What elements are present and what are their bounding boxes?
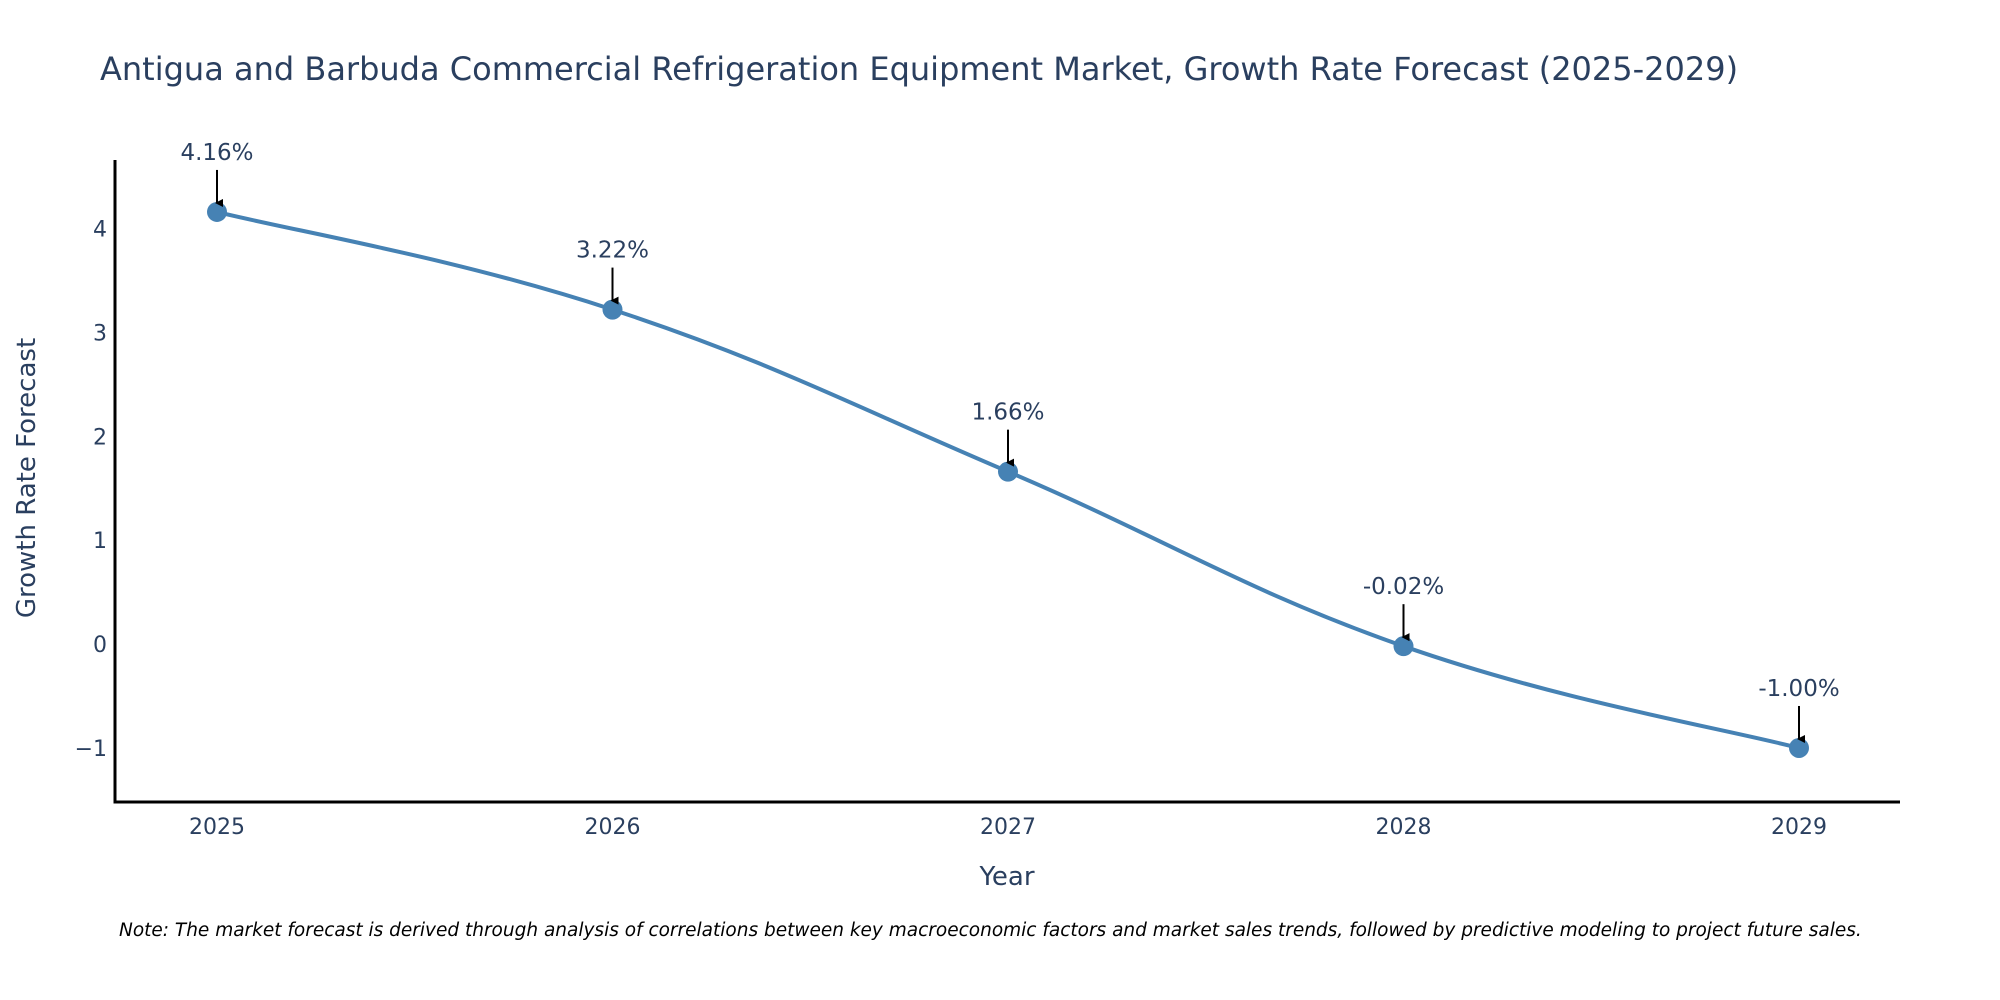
x-tick-label: 2026 (585, 815, 641, 840)
footnote: Note: The market forecast is derived thr… (119, 920, 1862, 941)
chart-title: Antigua and Barbuda Commercial Refrigera… (100, 50, 1738, 88)
data-label: -1.00% (1758, 676, 1839, 702)
y-axis-ticks: −1 0 1 2 3 4 (75, 218, 107, 762)
data-point (1789, 737, 1809, 758)
data-point (998, 461, 1018, 482)
x-tick-label: 2025 (189, 815, 245, 840)
y-tick-label: 0 (93, 633, 107, 658)
data-label: 4.16% (180, 140, 253, 166)
data-point (207, 201, 227, 222)
y-tick-label: 2 (93, 425, 107, 450)
data-point (602, 299, 623, 320)
series-markers (207, 201, 1809, 758)
y-axis-title: Growth Rate Forecast (12, 338, 42, 618)
x-axis-ticks: 2025 2026 2027 2028 2029 (189, 815, 1827, 840)
x-tick-label: 2027 (980, 815, 1036, 840)
y-tick-label: −1 (75, 737, 107, 762)
y-tick-label: 4 (93, 218, 107, 243)
x-tick-label: 2028 (1376, 815, 1432, 840)
y-tick-label: 1 (93, 529, 107, 554)
data-label-annotations: 4.16% 3.22% 1.66% -0.02% -1.00% (180, 140, 1840, 743)
x-tick-label: 2029 (1771, 815, 1827, 840)
y-tick-label: 3 (93, 321, 107, 346)
data-label: 3.22% (576, 238, 649, 264)
data-point (1393, 636, 1414, 657)
data-label: -0.02% (1363, 574, 1444, 600)
x-axis-title: Year (978, 862, 1034, 892)
data-label: 1.66% (971, 400, 1044, 426)
